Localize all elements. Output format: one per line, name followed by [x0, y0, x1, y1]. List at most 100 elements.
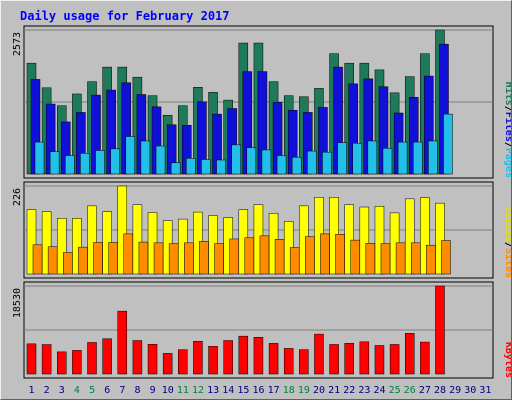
bar-sites-day-1: [32, 244, 43, 275]
bar-kbytes-day-23: [359, 341, 370, 375]
bar-pages-day-5: [95, 150, 105, 175]
bar-visits-day-28: [435, 202, 445, 275]
x-tick-label-day-14: 14: [222, 385, 234, 396]
chart-title: Daily usage for February 2017: [20, 9, 230, 23]
bar-visits-day-5: [87, 205, 97, 275]
panel-top: 2573 Hits/Files/Pages: [12, 25, 512, 179]
bar-sites-day-14: [229, 238, 239, 275]
bar-pages-day-14: [231, 144, 241, 175]
bar-pages-day-25: [397, 141, 408, 175]
bar-sites-day-20: [320, 233, 330, 275]
bar-pages-day-16: [261, 149, 272, 175]
bar-pages-day-15: [246, 147, 257, 175]
bar-kbytes-day-4: [72, 350, 82, 375]
x-tick-label-day-10: 10: [162, 385, 174, 396]
x-tick-label-day-30: 30: [464, 385, 476, 396]
bar-pages-day-22: [352, 142, 362, 175]
x-tick-label-day-27: 27: [419, 385, 431, 396]
bar-kbytes-day-6: [102, 338, 112, 375]
legend-separator: /: [503, 106, 511, 112]
bar-sites-day-3: [63, 252, 73, 275]
panel-middle-max-label: 226: [12, 188, 23, 206]
bar-sites-day-2: [47, 246, 58, 275]
legend-kbytes: KBytes: [503, 342, 511, 378]
bar-sites-day-10: [168, 243, 179, 275]
panel-top-legend: Hits/Files/Pages: [503, 82, 511, 178]
x-tick-label-day-6: 6: [104, 385, 110, 396]
bar-kbytes-day-16: [253, 336, 264, 375]
bar-kbytes-day-20: [314, 333, 324, 375]
bar-pages-day-1: [34, 141, 45, 175]
bar-sites-day-7: [123, 233, 134, 275]
x-tick-label-day-15: 15: [237, 385, 249, 396]
bar-sites-day-23: [365, 242, 376, 275]
bar-kbytes-day-2: [41, 344, 52, 375]
bar-kbytes-day-9: [147, 343, 158, 375]
bar-pages-day-18: [291, 156, 302, 175]
bar-pages-day-3: [65, 155, 75, 175]
bar-pages-day-4: [80, 153, 90, 175]
bar-kbytes-day-8: [132, 340, 143, 375]
bar-kbytes-day-27: [420, 341, 430, 375]
bar-kbytes-day-25: [389, 344, 400, 375]
panel-top-max-label: 2573: [12, 32, 23, 56]
bar-pages-day-20: [322, 151, 332, 175]
x-tick-label-day-28: 28: [434, 385, 446, 396]
x-tick-label-day-1: 1: [29, 385, 35, 396]
x-tick-label-day-22: 22: [343, 385, 355, 396]
bar-pages-day-19: [307, 150, 317, 175]
bar-pages-day-12: [201, 159, 211, 175]
x-tick-label-day-17: 17: [268, 385, 280, 396]
bar-visits-day-7: [117, 185, 128, 275]
bar-sites-day-22: [350, 239, 360, 275]
bar-visits-day-24: [374, 205, 385, 275]
bar-pages-day-2: [49, 151, 60, 175]
bar-kbytes-day-5: [87, 342, 97, 375]
panel-middle-legend: Visits/Sites: [503, 206, 511, 278]
bar-pages-day-10: [170, 162, 181, 175]
legend-separator: /: [503, 142, 511, 148]
bar-sites-day-17: [274, 239, 285, 275]
x-tick-label-day-11: 11: [177, 385, 189, 396]
bar-visits-day-4: [72, 218, 82, 275]
bar-sites-day-15: [244, 237, 255, 275]
bar-sites-day-28: [441, 240, 451, 275]
x-tick-label-day-3: 3: [59, 385, 65, 396]
legend-separator: /: [503, 242, 511, 248]
bar-sites-day-4: [78, 246, 88, 275]
x-tick-label-day-16: 16: [252, 385, 264, 396]
x-tick-label-day-2: 2: [44, 385, 50, 396]
x-tick-label-day-9: 9: [150, 385, 156, 396]
bar-kbytes-day-1: [26, 343, 37, 375]
bar-pages-day-26: [412, 141, 423, 175]
x-tick-label-day-26: 26: [404, 385, 416, 396]
bar-kbytes-day-18: [283, 348, 294, 375]
bar-sites-day-25: [395, 242, 406, 275]
bar-sites-day-27: [426, 244, 436, 275]
bar-kbytes-day-3: [57, 351, 67, 375]
x-tick-label-day-20: 20: [313, 385, 325, 396]
legend-hits: Hits: [503, 82, 511, 106]
bar-kbytes-day-10: [162, 353, 173, 375]
bar-sites-day-9: [153, 242, 164, 275]
x-tick-label-day-7: 7: [119, 385, 125, 396]
bar-kbytes-day-14: [223, 340, 233, 375]
bar-sites-day-19: [305, 236, 315, 275]
bar-kbytes-day-21: [329, 344, 339, 375]
bar-visits-day-3: [57, 218, 67, 275]
bar-pages-day-27: [428, 140, 438, 175]
panel-bottom-max-label: 18530: [12, 288, 23, 318]
bar-pages-day-24: [382, 148, 393, 175]
x-tick-label-day-29: 29: [449, 385, 461, 396]
x-tick-label-day-31: 31: [479, 385, 491, 396]
x-tick-label-day-8: 8: [134, 385, 140, 396]
bar-sites-day-12: [199, 241, 209, 275]
bar-sites-day-5: [93, 242, 103, 275]
legend-sites: Sites: [503, 248, 511, 278]
bar-sites-day-26: [410, 242, 421, 275]
bar-visits-day-2: [41, 211, 52, 275]
x-tick-label-day-4: 4: [74, 385, 80, 396]
bar-pages-day-7: [125, 136, 136, 175]
